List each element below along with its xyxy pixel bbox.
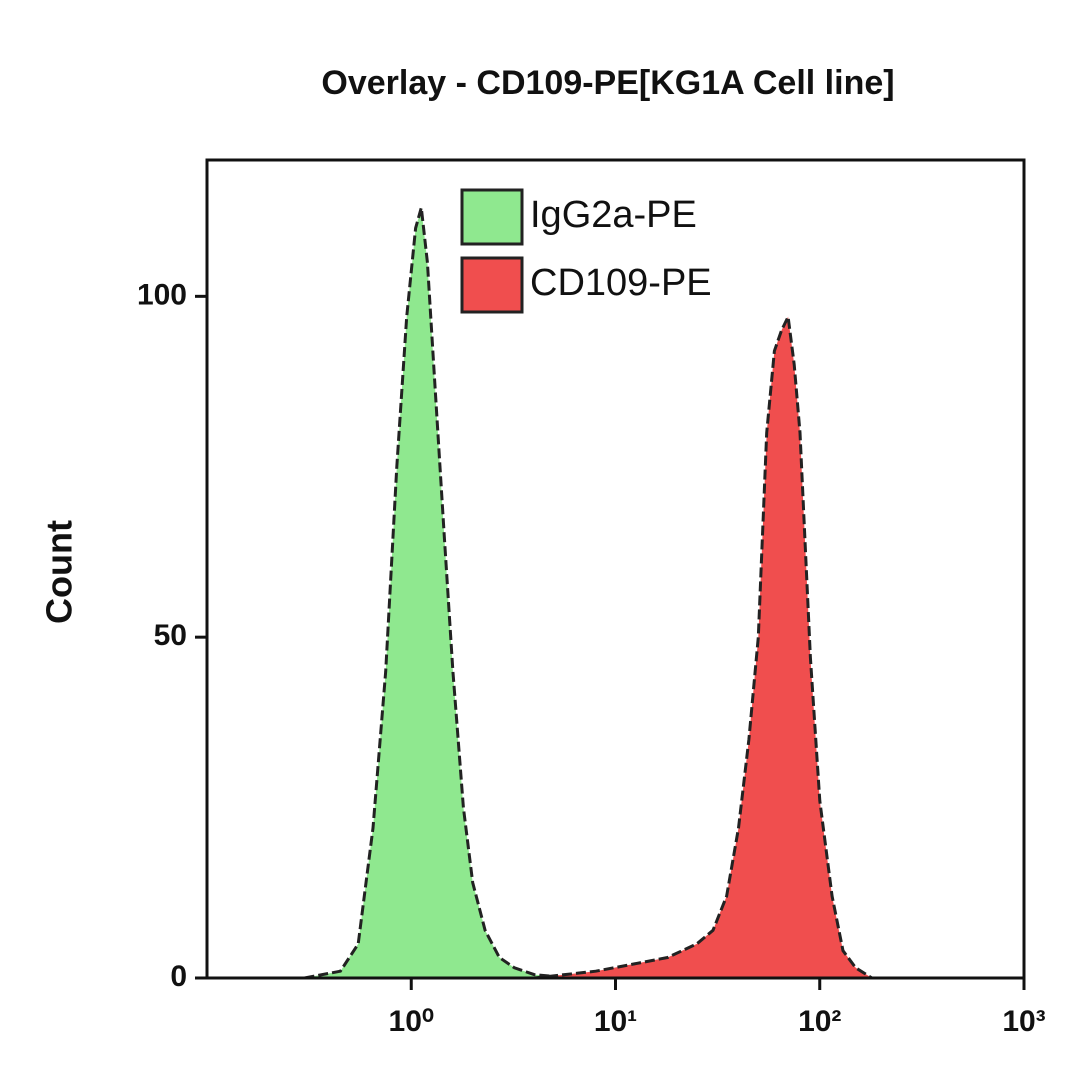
legend-swatch bbox=[460, 188, 524, 246]
y-tick-label: 0 bbox=[170, 960, 187, 993]
y-axis-label: Count bbox=[39, 520, 80, 624]
x-tick-label: 10³ bbox=[1002, 1005, 1045, 1038]
y-tick-label: 100 bbox=[137, 278, 187, 311]
legend-label: IgG2a-PE bbox=[530, 194, 697, 236]
chart-title: Overlay - CD109-PE[KG1A Cell line] bbox=[321, 64, 894, 102]
histogram-area bbox=[534, 311, 878, 980]
x-tick-label: 10¹ bbox=[594, 1005, 637, 1038]
x-tick-label: 10² bbox=[798, 1005, 841, 1038]
y-tick-label: 50 bbox=[154, 619, 187, 652]
x-tick-label: 10⁰ bbox=[389, 1005, 434, 1038]
histogram-area bbox=[304, 207, 571, 980]
legend-swatch bbox=[460, 256, 524, 314]
legend-label: CD109-PE bbox=[530, 262, 712, 304]
